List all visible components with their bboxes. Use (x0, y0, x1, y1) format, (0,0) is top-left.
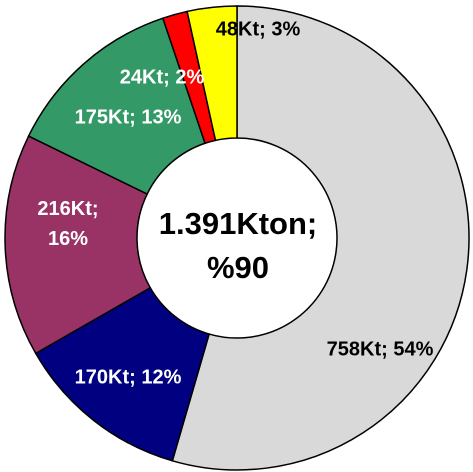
data-label: 175Kt; 13% (75, 106, 182, 128)
center-text: %90 (207, 250, 269, 285)
data-label: 170Kt; 12% (75, 366, 182, 388)
data-label: 758Kt; 54% (327, 338, 434, 360)
center-text: 1.391Kton; (159, 206, 317, 241)
data-label: 216Kt; 16% (37, 198, 98, 250)
data-label-line: 16% (48, 228, 88, 250)
donut-segment (27, 17, 206, 196)
data-label: 48Kt; 3% (216, 18, 301, 40)
donut-segment (186, 5, 238, 142)
data-label: 24Kt; 2% (120, 66, 205, 88)
donut-segment (4, 135, 152, 355)
donut-segment (34, 286, 211, 462)
donut-segment (171, 5, 470, 471)
data-label-line: 216Kt; (37, 198, 98, 220)
